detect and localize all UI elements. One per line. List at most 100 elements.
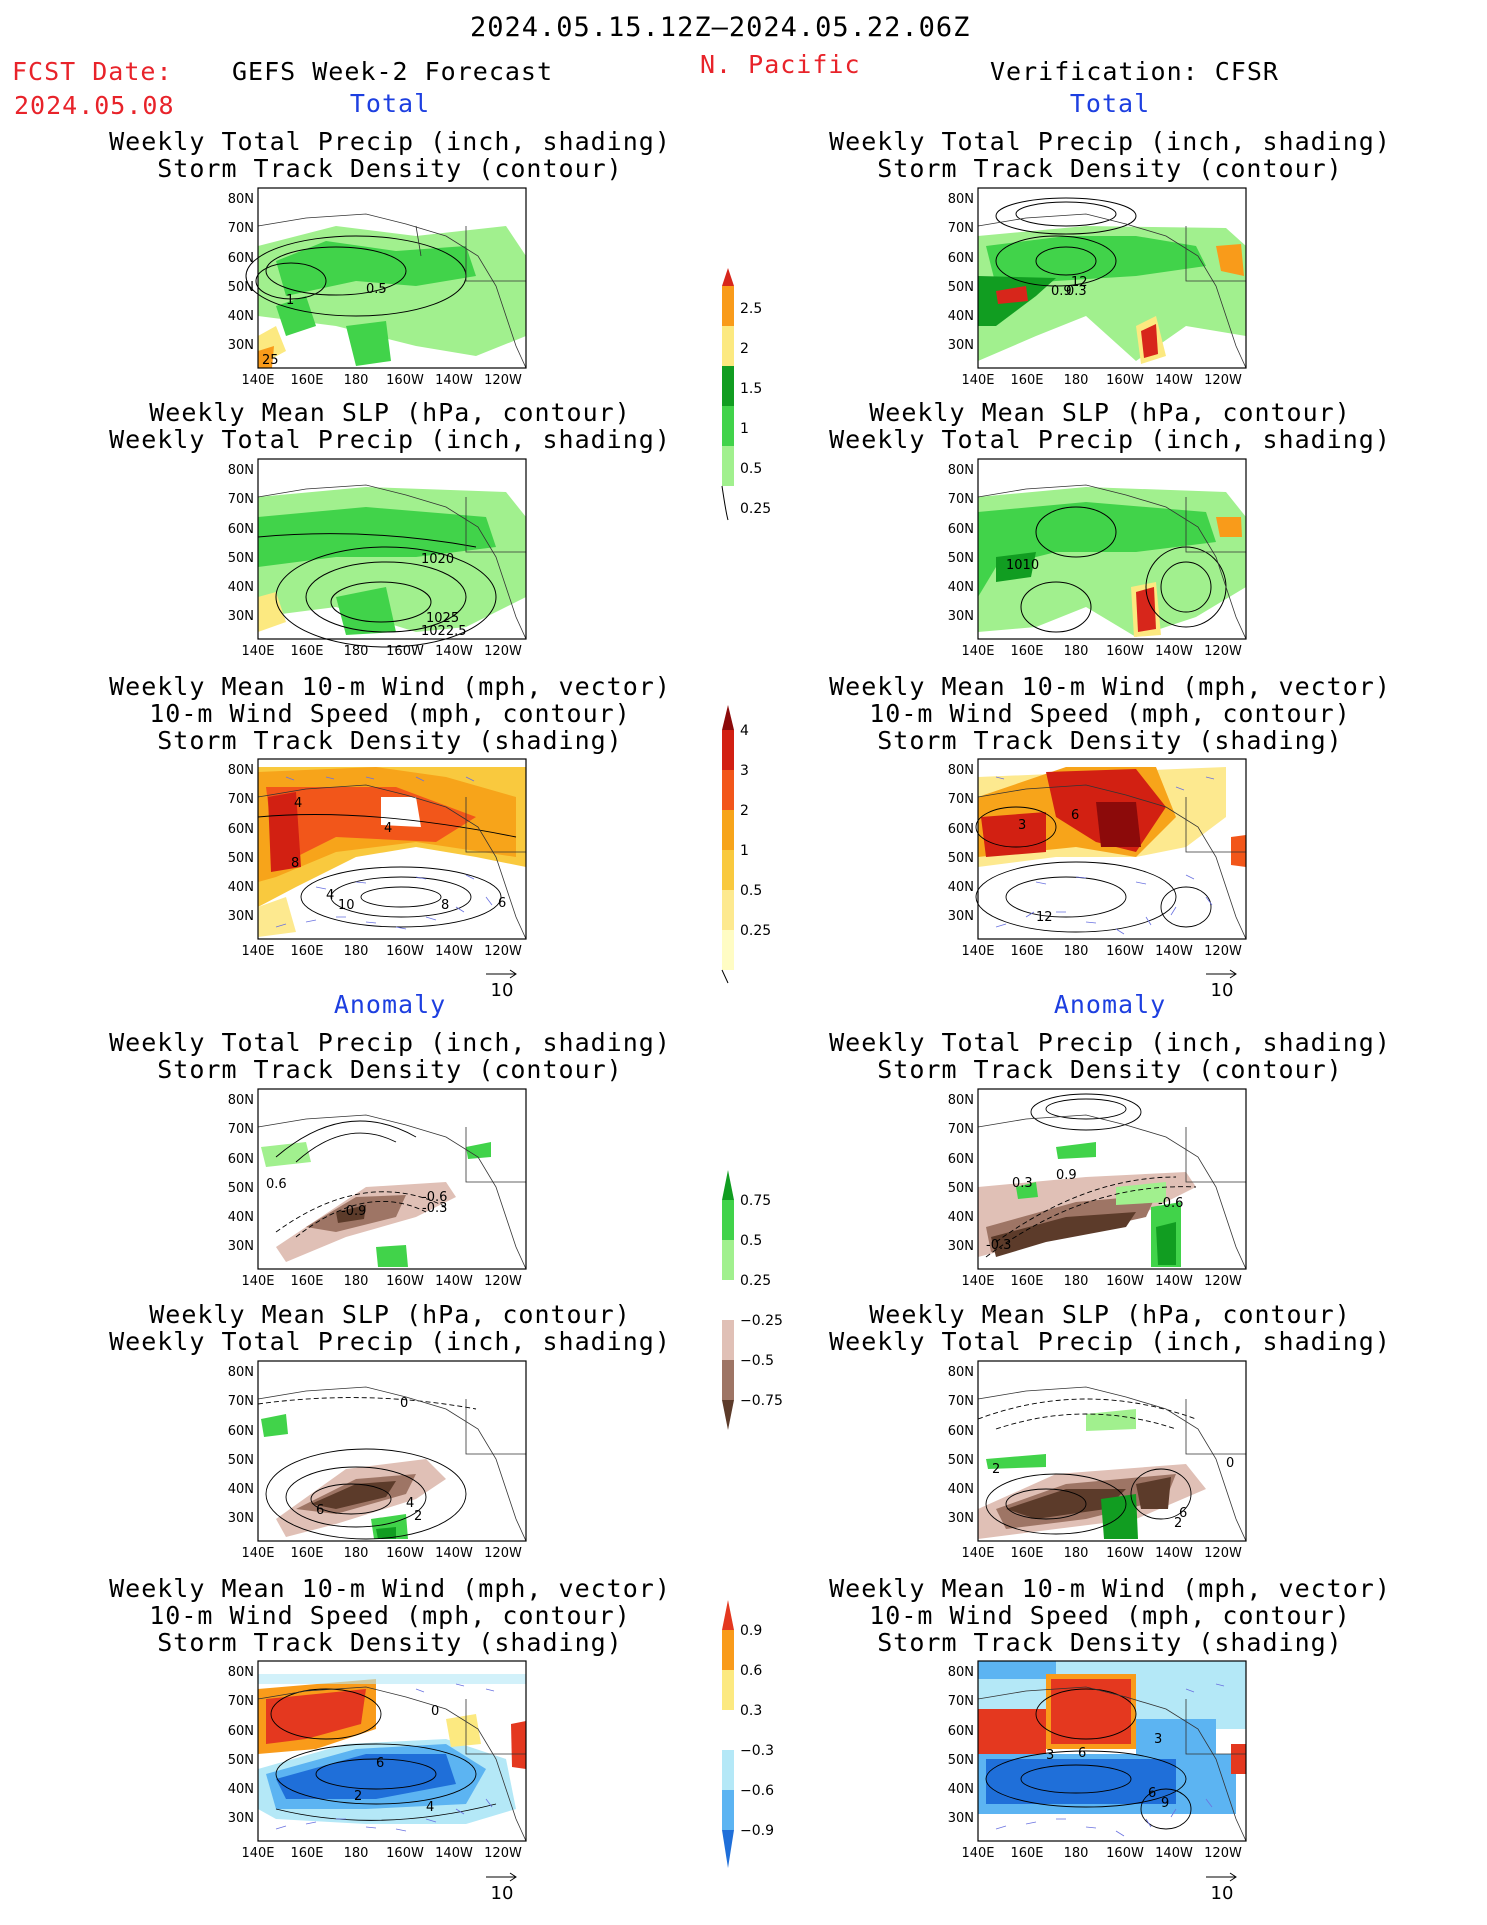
svg-text:30N: 30N	[948, 609, 974, 624]
svg-text:160W: 160W	[386, 944, 424, 959]
svg-text:70N: 70N	[948, 1122, 974, 1137]
title-R5: Weekly Mean SLP (hPa, contour) Weekly Tot…	[829, 1300, 1391, 1356]
svg-text:30N: 30N	[948, 1811, 974, 1826]
svg-text:160E: 160E	[290, 644, 323, 659]
svg-text:0.5: 0.5	[740, 883, 762, 899]
svg-text:80N: 80N	[228, 463, 254, 478]
svg-text:140W: 140W	[435, 944, 473, 959]
svg-text:60N: 60N	[228, 1152, 254, 1167]
title-R4: Weekly Total Precip (inch, shading) Storm…	[829, 1028, 1391, 1084]
svg-text:50N: 50N	[948, 851, 974, 866]
svg-text:0.3: 0.3	[1066, 284, 1087, 299]
coastline	[977, 784, 1247, 940]
wind-contours	[975, 806, 1212, 933]
svg-text:6: 6	[1078, 1746, 1086, 1761]
svg-text:-0.6: -0.6	[1158, 1196, 1183, 1211]
svg-text:1: 1	[740, 843, 749, 859]
slp-anom-contours	[257, 1397, 477, 1540]
svg-text:50N: 50N	[228, 280, 254, 295]
svg-text:70N: 70N	[228, 1694, 254, 1709]
svg-text:70N: 70N	[948, 492, 974, 507]
fcst-date-label: FCST Date:	[12, 57, 173, 86]
svg-text:0.9: 0.9	[1056, 1168, 1077, 1183]
map-R2: 80N 70N 60N 50N 40N 30N 140E 160E 180 16…	[948, 458, 1247, 659]
svg-text:70N: 70N	[228, 1394, 254, 1409]
svg-text:0.3: 0.3	[740, 1703, 762, 1719]
svg-text:80N: 80N	[948, 192, 974, 207]
map-R5-labels: 80N 70N 60N 50N 40N 30N 140E 160E 180 16…	[948, 1365, 1242, 1561]
svg-text:140E: 140E	[961, 644, 994, 659]
vector-reference-L6: 10	[484, 1866, 520, 1904]
svg-text:2: 2	[414, 1509, 422, 1524]
wind-anom-contours	[985, 1688, 1192, 1830]
svg-text:30N: 30N	[228, 338, 254, 353]
svg-text:160W: 160W	[1106, 944, 1144, 959]
precip-anom-shading	[261, 1142, 491, 1267]
svg-text:−0.25: −0.25	[740, 1313, 783, 1329]
svg-text:−0.9: −0.9	[740, 1823, 774, 1839]
svg-text:140W: 140W	[1155, 1546, 1193, 1561]
svg-text:1010: 1010	[1006, 558, 1039, 573]
svg-text:0.6: 0.6	[740, 1663, 762, 1679]
svg-text:180: 180	[1064, 373, 1089, 388]
svg-text:0: 0	[431, 1704, 439, 1719]
svg-text:0.25: 0.25	[740, 923, 771, 939]
svg-text:60N: 60N	[948, 1724, 974, 1739]
map-L4-labels: 80N 70N 60N 50N 40N 30N 140E 160E 180 16…	[228, 1093, 522, 1289]
svg-text:60N: 60N	[948, 251, 974, 266]
svg-text:60N: 60N	[948, 1152, 974, 1167]
svg-text:50N: 50N	[948, 1753, 974, 1768]
wind-contours	[257, 814, 517, 928]
svg-text:2: 2	[354, 1789, 362, 1804]
svg-text:70N: 70N	[228, 1122, 254, 1137]
coastline	[257, 484, 527, 640]
svg-text:50N: 50N	[948, 280, 974, 295]
svg-text:60N: 60N	[948, 822, 974, 837]
vector-reference-R3: 10	[1204, 963, 1240, 1001]
map-L3: 80N 70N 60N 50N 40N 30N 140E 160E 180 16…	[228, 758, 527, 959]
wind-vectors	[995, 1683, 1225, 1837]
verification-title: Verification: CFSR	[990, 57, 1279, 86]
svg-text:3: 3	[740, 763, 749, 779]
svg-text:50N: 50N	[948, 1453, 974, 1468]
svg-text:0.5: 0.5	[740, 1233, 762, 1249]
precip-anom-shading	[261, 1414, 446, 1539]
svg-text:140W: 140W	[435, 1546, 473, 1561]
svg-text:4: 4	[740, 723, 749, 739]
svg-text:4: 4	[326, 888, 334, 903]
svg-text:30N: 30N	[228, 1511, 254, 1526]
svg-text:140E: 140E	[241, 373, 274, 388]
svg-text:30N: 30N	[948, 338, 974, 353]
section-total-left: Total	[349, 89, 431, 118]
svg-text:40N: 40N	[228, 1782, 254, 1797]
svg-text:120W: 120W	[1204, 373, 1242, 388]
svg-text:60N: 60N	[948, 522, 974, 537]
map-L6: 80N 70N 60N 50N 40N 30N 140E 160E 180 16…	[228, 1660, 527, 1861]
svg-text:120W: 120W	[484, 373, 522, 388]
svg-text:30N: 30N	[228, 609, 254, 624]
storm-anom-contours	[275, 1120, 447, 1238]
precip-shading	[258, 226, 526, 368]
map-R1: 80N 70N 60N 50N 40N 30N 140E 160E 180 16…	[948, 187, 1247, 388]
svg-text:-0.6: -0.6	[422, 1190, 447, 1205]
svg-text:40N: 40N	[948, 1782, 974, 1797]
map-L5-labels: 80N 70N 60N 50N 40N 30N 140E 160E 180 16…	[228, 1365, 522, 1561]
svg-text:60N: 60N	[228, 1424, 254, 1439]
title-L2: Weekly Mean SLP (hPa, contour) Weekly Tot…	[109, 398, 671, 454]
svg-text:0.75: 0.75	[740, 1193, 771, 1209]
svg-text:2: 2	[740, 803, 749, 819]
svg-text:4: 4	[426, 1800, 434, 1815]
coastline	[977, 1114, 1247, 1270]
svg-text:10: 10	[338, 898, 355, 913]
svg-text:30N: 30N	[228, 1811, 254, 1826]
svg-text:80N: 80N	[228, 1665, 254, 1680]
reference-arrow-icon	[1206, 969, 1237, 979]
svg-text:140W: 140W	[1155, 373, 1193, 388]
svg-text:180: 180	[344, 1546, 369, 1561]
svg-text:180: 180	[1064, 1546, 1089, 1561]
map-R3: 80N 70N 60N 50N 40N 30N 140E 160E 180 16…	[948, 758, 1247, 959]
svg-text:60N: 60N	[228, 822, 254, 837]
svg-text:140W: 140W	[435, 1846, 473, 1861]
svg-text:40N: 40N	[228, 1210, 254, 1225]
svg-text:140E: 140E	[961, 944, 994, 959]
